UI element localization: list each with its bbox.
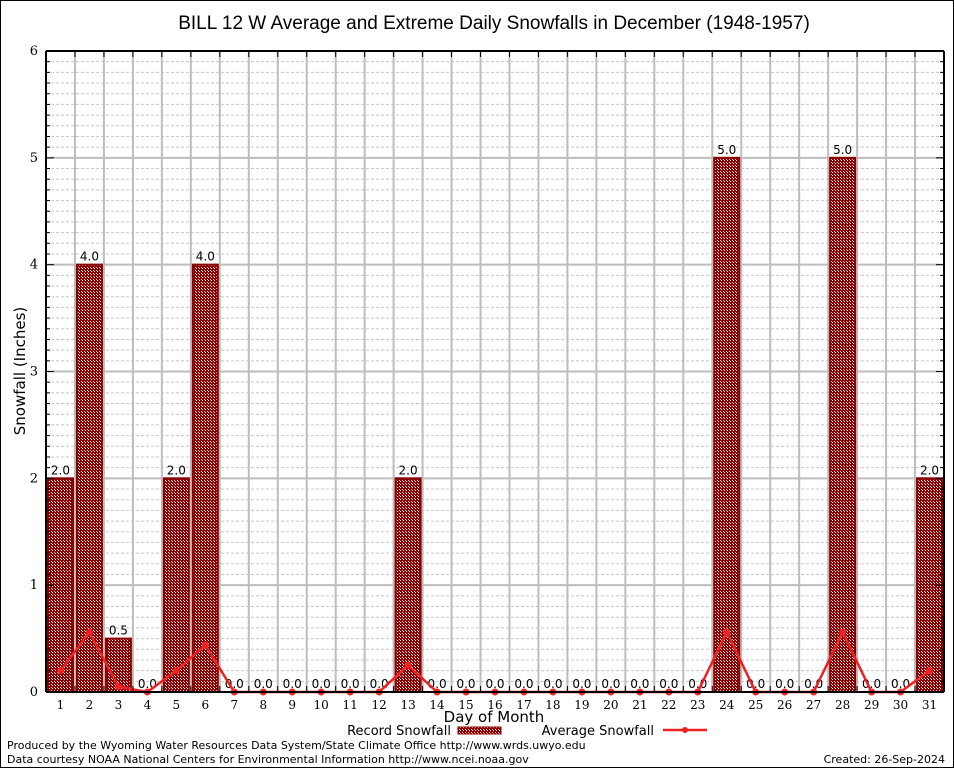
y-tick-label: 2 bbox=[30, 471, 38, 486]
x-tick-label: 25 bbox=[748, 698, 763, 712]
bar-label: 0.0 bbox=[543, 677, 562, 691]
footer-created: Created: 26-Sep-2024 bbox=[824, 753, 945, 766]
x-tick-labels: 1 2 3 4 5 6 7 8 9 10 11 12 13 14 15 16 17 18 19 20 21 22 23 24 2… bbox=[57, 698, 937, 712]
x-tick-label: 6 bbox=[202, 698, 210, 712]
bar-day-5 bbox=[162, 477, 190, 694]
bar-label: 0.5 bbox=[109, 624, 128, 638]
x-tick-label: 17 bbox=[516, 698, 531, 712]
x-tick-label: 5 bbox=[173, 698, 181, 712]
x-tick-label: 27 bbox=[806, 698, 821, 712]
legend-label-record: Record Snowfall bbox=[347, 724, 451, 739]
grid bbox=[46, 51, 944, 692]
bar-label: 5.0 bbox=[717, 143, 736, 157]
footer-data-courtesy: Data courtesy NOAA National Centers for … bbox=[7, 753, 529, 766]
bar-label: 0.0 bbox=[456, 677, 475, 691]
y-tick-label: 4 bbox=[30, 258, 38, 273]
bar-label: 0.0 bbox=[341, 677, 360, 691]
bar-label: 4.0 bbox=[196, 250, 215, 264]
y-tick-label: 3 bbox=[30, 365, 38, 380]
bar-label: 4.0 bbox=[80, 250, 99, 264]
bar-label: 2.0 bbox=[399, 463, 418, 477]
bar-label: 0.0 bbox=[312, 677, 331, 691]
y-tick-label: 6 bbox=[30, 44, 38, 59]
bar-label: 0.0 bbox=[659, 677, 678, 691]
x-tick-label: 19 bbox=[574, 698, 589, 712]
y-tick-label: 5 bbox=[30, 151, 38, 166]
average-point-day-24 bbox=[723, 628, 731, 636]
bar-label: 0.0 bbox=[572, 677, 591, 691]
x-tick-label: 29 bbox=[864, 698, 879, 712]
bar-label: 2.0 bbox=[167, 463, 186, 477]
y-axis-label: Snowfall (Inches) bbox=[11, 307, 29, 435]
y-tick-label: 0 bbox=[30, 685, 38, 700]
bar-day-24 bbox=[713, 156, 741, 694]
bar-label: 0.0 bbox=[514, 677, 533, 691]
bar-label: 0.0 bbox=[630, 677, 649, 691]
bar-label: 0.0 bbox=[775, 677, 794, 691]
x-tick-label: 26 bbox=[777, 698, 792, 712]
x-tick-label: 20 bbox=[603, 698, 618, 712]
legend: Record Snowfall Average Snowfall bbox=[347, 724, 707, 739]
chart-title: BILL 12 W Average and Extreme Daily Snow… bbox=[178, 13, 810, 34]
y-tick-label: 1 bbox=[30, 578, 38, 593]
bar-label: 0.0 bbox=[254, 677, 273, 691]
legend-swatch-record bbox=[457, 726, 502, 735]
average-point-day-1 bbox=[56, 667, 64, 675]
bar-label: 0.0 bbox=[283, 677, 302, 691]
average-point-day-6 bbox=[201, 641, 209, 649]
x-tick-label: 10 bbox=[314, 698, 329, 712]
x-tick-label: 2 bbox=[86, 698, 94, 712]
bar-labels: 2.0 4.0 0.5 0.0 2.0 4.0 0.0 0.0 0.0 0.0 0.0 0.0 2.0 0… bbox=[51, 143, 939, 691]
bar-day-2 bbox=[75, 263, 103, 693]
x-tick-label: 4 bbox=[144, 698, 152, 712]
average-point-day-31 bbox=[926, 667, 934, 675]
bar-label: 0.0 bbox=[485, 677, 504, 691]
average-point-day-28 bbox=[839, 628, 847, 636]
x-tick-label: 13 bbox=[400, 698, 415, 712]
x-tick-label: 24 bbox=[719, 698, 735, 712]
bar-day-6 bbox=[191, 263, 219, 693]
x-tick-label: 14 bbox=[429, 698, 445, 712]
footer-produced-by: Produced by the Wyoming Water Resources … bbox=[7, 739, 586, 752]
x-tick-label: 18 bbox=[545, 698, 560, 712]
x-tick-label: 3 bbox=[115, 698, 123, 712]
bar-label: 5.0 bbox=[833, 143, 852, 157]
x-tick-label: 23 bbox=[690, 698, 705, 712]
x-tick-label: 15 bbox=[458, 698, 473, 712]
x-tick-label: 28 bbox=[835, 698, 850, 712]
average-point-day-5 bbox=[172, 667, 180, 675]
x-tick-label: 12 bbox=[371, 698, 386, 712]
bar-label: 2.0 bbox=[920, 463, 939, 477]
average-point-day-3 bbox=[114, 683, 122, 691]
y-tick-labels: 0 1 2 3 4 5 6 bbox=[30, 44, 38, 700]
axes bbox=[45, 50, 945, 693]
x-tick-label: 21 bbox=[632, 698, 647, 712]
x-tick-label: 31 bbox=[922, 698, 937, 712]
legend-label-average: Average Snowfall bbox=[542, 724, 654, 739]
x-tick-label: 9 bbox=[288, 698, 296, 712]
x-tick-label: 22 bbox=[661, 698, 676, 712]
x-tick-label: 7 bbox=[230, 698, 238, 712]
bar-day-28 bbox=[829, 156, 857, 694]
bars bbox=[47, 156, 944, 694]
legend-swatch-average-marker bbox=[682, 727, 688, 733]
average-point-day-2 bbox=[85, 628, 93, 636]
x-tick-label: 16 bbox=[487, 698, 502, 712]
x-tick-label: 11 bbox=[343, 698, 358, 712]
bar-label: 2.0 bbox=[51, 463, 70, 477]
x-tick-label: 8 bbox=[259, 698, 267, 712]
bar-day-13 bbox=[394, 477, 422, 694]
x-tick-label: 30 bbox=[893, 698, 908, 712]
x-tick-label: 1 bbox=[57, 698, 65, 712]
bar-label: 0.0 bbox=[601, 677, 620, 691]
average-point-day-13 bbox=[404, 661, 412, 669]
bar-label: 0.0 bbox=[225, 677, 244, 691]
x-axis-label: Day of Month bbox=[444, 708, 545, 726]
